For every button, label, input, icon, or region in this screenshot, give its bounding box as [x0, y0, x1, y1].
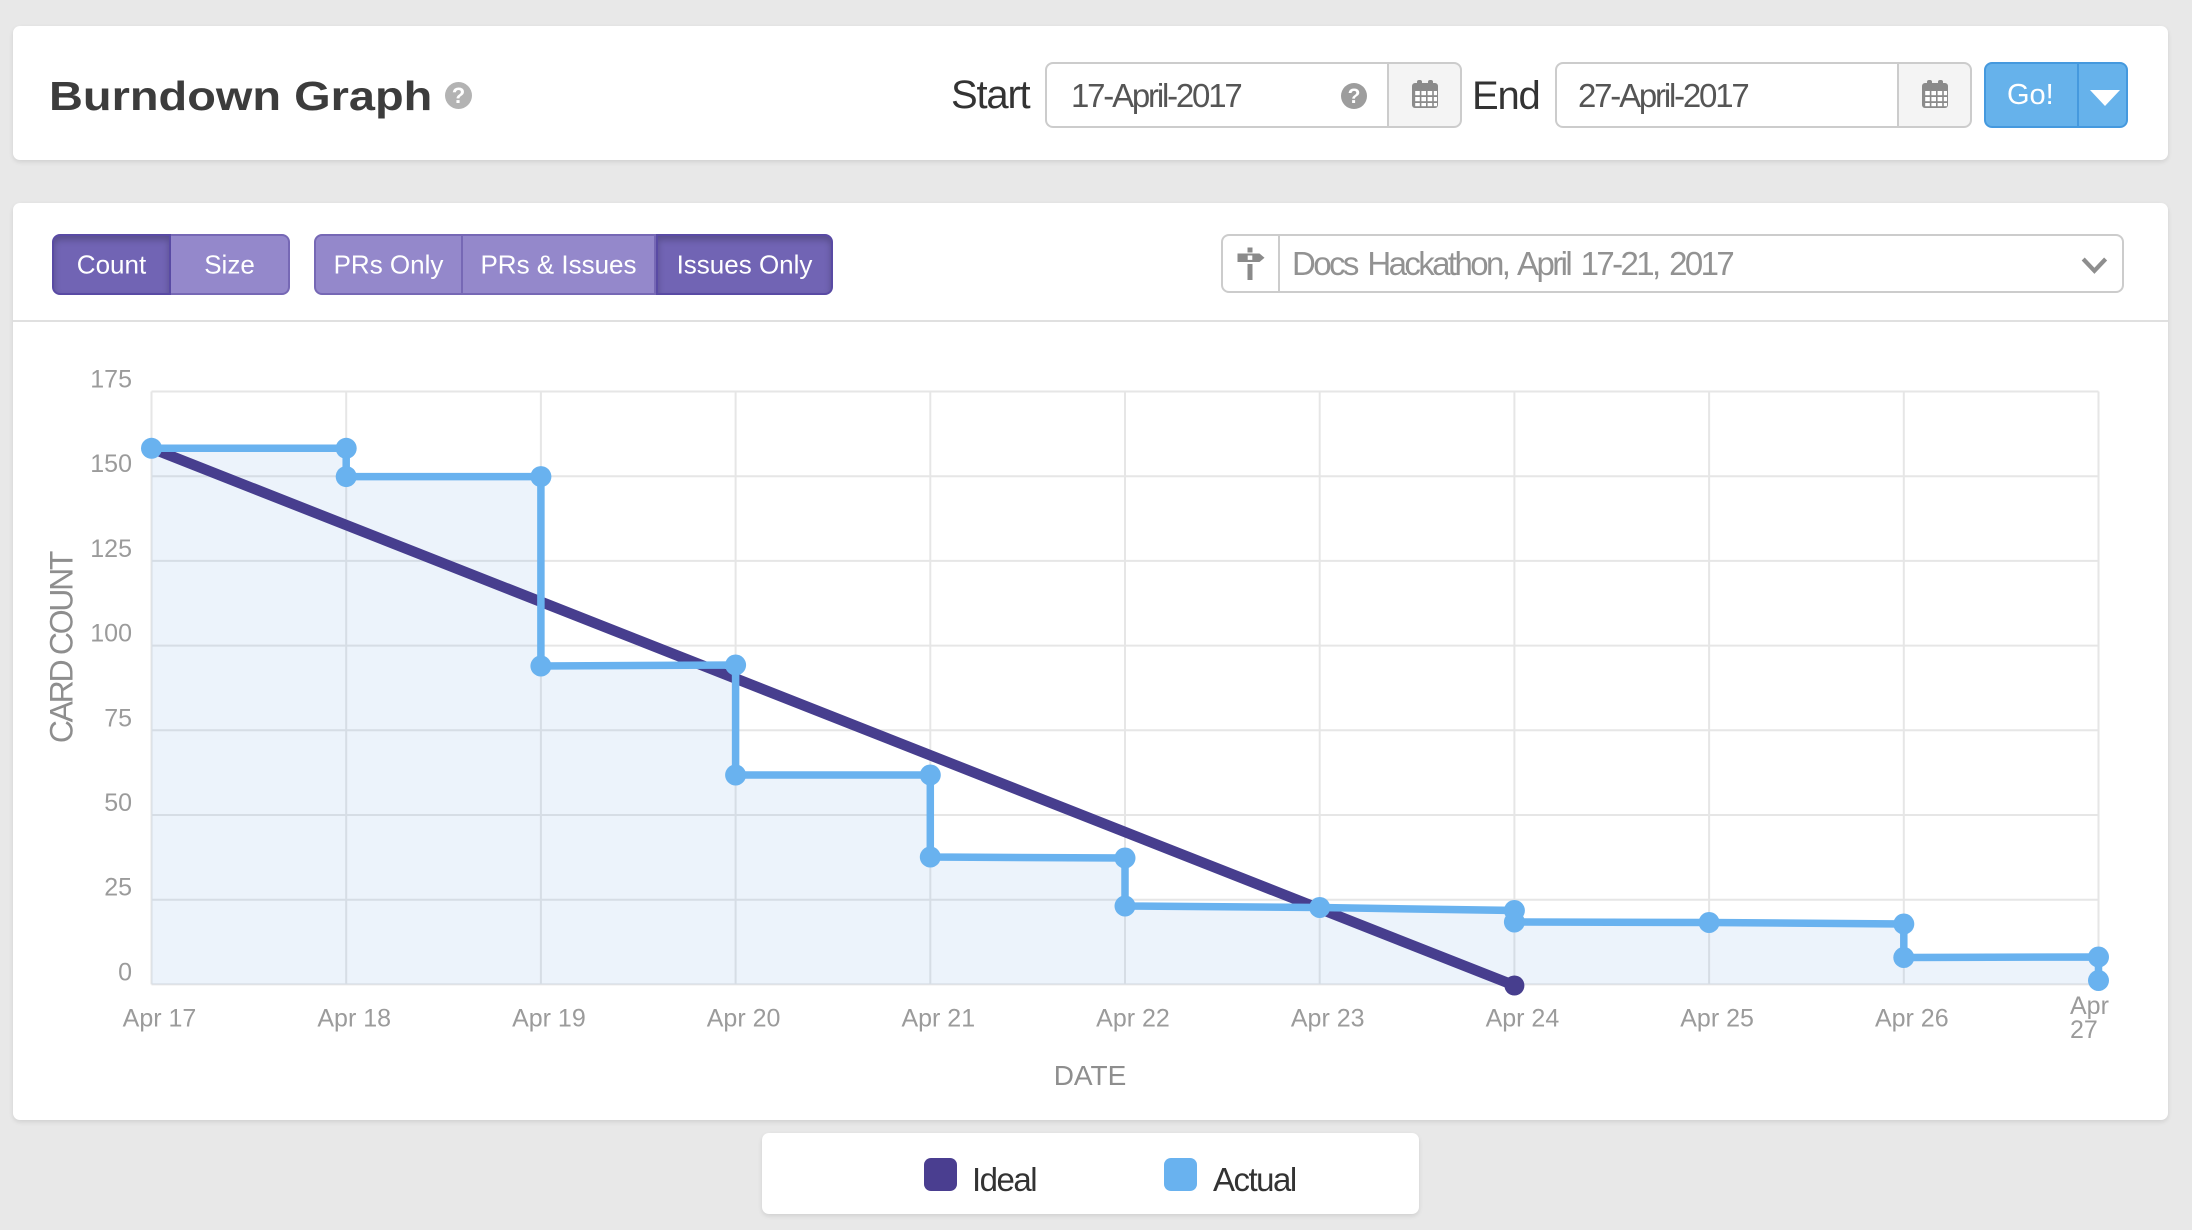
svg-text:0: 0: [118, 958, 132, 986]
svg-text:Apr: Apr: [2070, 992, 2109, 1020]
svg-text:175: 175: [90, 366, 132, 394]
svg-text:Apr 18: Apr 18: [317, 1005, 391, 1033]
svg-text:CARD COUNT: CARD COUNT: [44, 551, 80, 743]
svg-text:Apr 19: Apr 19: [512, 1005, 586, 1033]
svg-text:Apr 23: Apr 23: [1291, 1005, 1365, 1033]
svg-text:75: 75: [104, 704, 132, 732]
svg-text:150: 150: [90, 450, 132, 478]
svg-text:50: 50: [104, 789, 132, 817]
svg-text:DATE: DATE: [1054, 1060, 1127, 1091]
svg-text:Apr 22: Apr 22: [1096, 1005, 1170, 1033]
svg-text:125: 125: [90, 535, 132, 563]
svg-text:Apr 17: Apr 17: [123, 1005, 197, 1033]
svg-text:27: 27: [2070, 1016, 2098, 1044]
svg-text:Apr 26: Apr 26: [1875, 1005, 1949, 1033]
svg-text:100: 100: [90, 620, 132, 648]
svg-text:Apr 21: Apr 21: [901, 1005, 975, 1033]
svg-text:Apr 25: Apr 25: [1680, 1005, 1754, 1033]
svg-text:25: 25: [104, 874, 132, 902]
svg-text:Apr 24: Apr 24: [1486, 1005, 1560, 1033]
svg-text:Apr 20: Apr 20: [707, 1005, 781, 1033]
